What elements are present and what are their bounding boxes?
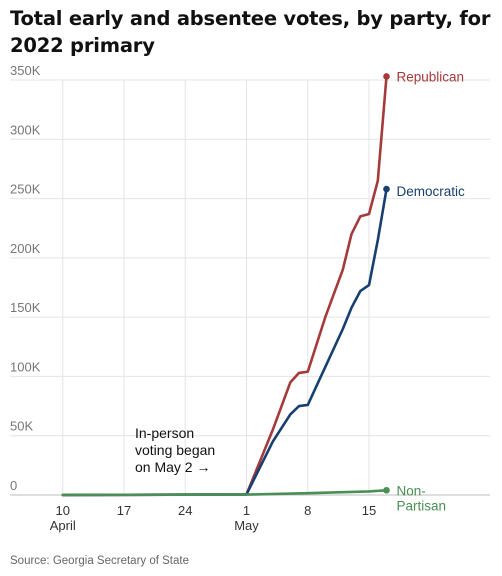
- democratic-series-label: Democratic: [397, 184, 466, 199]
- republican-series-label: Republican: [397, 69, 465, 84]
- y-tick-label: 300K: [10, 122, 41, 137]
- non-partisan-series-label: Non-: [397, 483, 426, 498]
- y-tick-label: 150K: [10, 300, 41, 315]
- series-lines: [61, 73, 390, 497]
- y-tick-label: 200K: [10, 241, 41, 256]
- source-note: Source: Georgia Secretary of State: [10, 555, 189, 567]
- non-partisan-series-label: Partisan: [397, 498, 447, 513]
- democratic-series-line: [61, 187, 388, 497]
- series-labels: Republican Democratic Non-Partisan: [397, 69, 466, 513]
- y-tick-label: 100K: [10, 359, 41, 374]
- x-tick-label: 24: [178, 503, 192, 518]
- annotation-line: In-person: [135, 425, 194, 441]
- y-tick-label: 0: [10, 478, 17, 493]
- chart-title: Total early and absentee votes, by party…: [10, 7, 491, 57]
- x-tick-label: 10: [56, 503, 70, 518]
- x-tick-sublabel: April: [50, 518, 76, 533]
- annotation-line: on May 2 →: [135, 459, 210, 475]
- x-tick-sublabel: May: [234, 518, 259, 533]
- non-partisan-series-line: [61, 488, 388, 497]
- y-axis-ticks: 0 50K 100K 150K 200K 250K 300K 350K: [10, 63, 41, 493]
- x-tick-label: 17: [117, 503, 131, 518]
- x-tick-label: 15: [362, 503, 376, 518]
- y-tick-label: 350K: [10, 63, 41, 78]
- x-tick-label: 8: [304, 503, 311, 518]
- y-tick-label: 250K: [10, 182, 41, 197]
- republican-series-line: [61, 75, 388, 497]
- republican-end-point: [383, 73, 390, 80]
- x-tick-label: 1: [243, 503, 250, 518]
- democratic-end-point: [383, 185, 390, 193]
- annotation-line: voting began: [135, 442, 215, 458]
- non-partisan-end-point: [383, 486, 390, 494]
- grid-lines: [10, 79, 490, 495]
- y-tick-label: 50K: [10, 419, 33, 434]
